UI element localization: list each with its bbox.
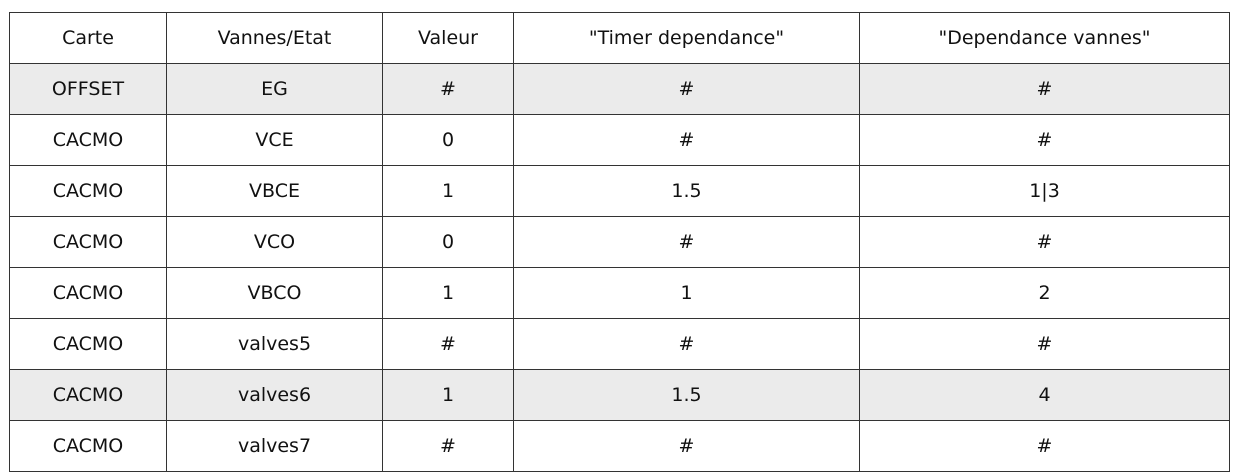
cell-valeur: # <box>382 318 514 370</box>
cell-dependance-vannes: # <box>859 114 1230 166</box>
cell-valeur: # <box>382 420 514 472</box>
cell-timer-dependance: 1.5 <box>513 165 860 217</box>
header-vannes-etat: Vannes/Etat <box>166 12 383 64</box>
table-row[interactable]: CACMO valves5 # # # <box>9 318 1230 370</box>
cell-carte: CACMO <box>9 369 167 421</box>
cell-dependance-vannes: # <box>859 420 1230 472</box>
cell-timer-dependance: # <box>513 216 860 268</box>
valves-table-container: Carte Vannes/Etat Valeur "Timer dependan… <box>9 12 1230 472</box>
cell-dependance-vannes: 1|3 <box>859 165 1230 217</box>
cell-carte: CACMO <box>9 216 167 268</box>
cell-timer-dependance: # <box>513 420 860 472</box>
cell-vannes-etat: EG <box>166 63 383 115</box>
table-header-row: Carte Vannes/Etat Valeur "Timer dependan… <box>9 12 1230 64</box>
cell-timer-dependance: 1 <box>513 267 860 319</box>
cell-valeur: 0 <box>382 114 514 166</box>
table-body: OFFSET EG # # # CACMO VCE 0 # # CACMO VBCE 1 1.5 1|3 CA… <box>9 63 1230 472</box>
cell-vannes-etat: valves5 <box>166 318 383 370</box>
cell-vannes-etat: VCE <box>166 114 383 166</box>
cell-valeur: 1 <box>382 267 514 319</box>
cell-dependance-vannes: 2 <box>859 267 1230 319</box>
cell-valeur: # <box>382 63 514 115</box>
table-row[interactable]: CACMO VCE 0 # # <box>9 114 1230 166</box>
cell-timer-dependance: # <box>513 318 860 370</box>
header-timer-dependance: "Timer dependance" <box>513 12 860 64</box>
cell-dependance-vannes: # <box>859 63 1230 115</box>
cell-vannes-etat: VCO <box>166 216 383 268</box>
cell-vannes-etat: valves6 <box>166 369 383 421</box>
cell-carte: CACMO <box>9 165 167 217</box>
table-row[interactable]: CACMO VBCO 1 1 2 <box>9 267 1230 319</box>
table-row[interactable]: CACMO VBCE 1 1.5 1|3 <box>9 165 1230 217</box>
cell-carte: CACMO <box>9 114 167 166</box>
cell-valeur: 1 <box>382 165 514 217</box>
cell-carte: CACMO <box>9 267 167 319</box>
header-dependance-vannes: "Dependance vannes" <box>859 12 1230 64</box>
cell-dependance-vannes: 4 <box>859 369 1230 421</box>
table-row[interactable]: CACMO VCO 0 # # <box>9 216 1230 268</box>
cell-vannes-etat: valves7 <box>166 420 383 472</box>
table-row[interactable]: CACMO valves6 1 1.5 4 <box>9 369 1230 421</box>
cell-carte: CACMO <box>9 318 167 370</box>
cell-timer-dependance: # <box>513 114 860 166</box>
valves-table: Carte Vannes/Etat Valeur "Timer dependan… <box>9 12 1230 472</box>
cell-timer-dependance: 1.5 <box>513 369 860 421</box>
cell-vannes-etat: VBCO <box>166 267 383 319</box>
table-row[interactable]: CACMO valves7 # # # <box>9 420 1230 472</box>
cell-dependance-vannes: # <box>859 318 1230 370</box>
cell-carte: OFFSET <box>9 63 167 115</box>
cell-vannes-etat: VBCE <box>166 165 383 217</box>
header-carte: Carte <box>9 12 167 64</box>
table-row[interactable]: OFFSET EG # # # <box>9 63 1230 115</box>
cell-valeur: 0 <box>382 216 514 268</box>
cell-timer-dependance: # <box>513 63 860 115</box>
cell-valeur: 1 <box>382 369 514 421</box>
cell-dependance-vannes: # <box>859 216 1230 268</box>
header-valeur: Valeur <box>382 12 514 64</box>
cell-carte: CACMO <box>9 420 167 472</box>
